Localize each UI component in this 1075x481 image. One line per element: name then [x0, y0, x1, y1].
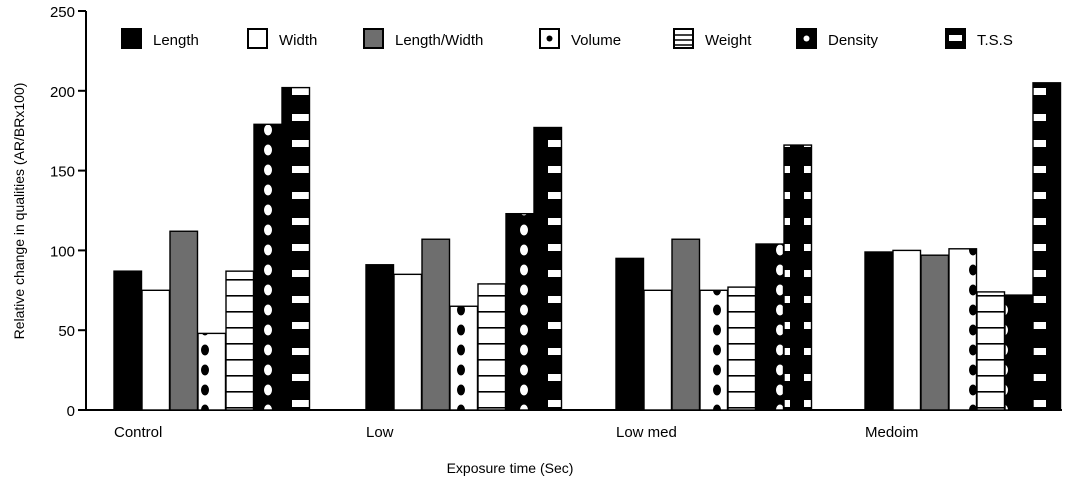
bar-length-width-medoim: [920, 254, 950, 411]
bar-weight-medoim: [976, 291, 1006, 411]
bar-volume-control: [197, 332, 227, 411]
bar-weight-low-med: [727, 286, 757, 411]
legend-label-density: Density: [828, 32, 879, 49]
legend-label-width: Width: [279, 32, 317, 49]
y-tick-label: 0: [67, 403, 75, 420]
legend-swatch-mark: [949, 35, 962, 41]
x-tick-label: Control: [114, 424, 162, 441]
legend-swatch-mark: [803, 35, 810, 42]
bar-weight-control: [225, 270, 255, 411]
bar-width-control: [141, 289, 171, 411]
bar-weight-low: [477, 283, 507, 411]
legend-label-length: Length: [153, 32, 199, 49]
legend-swatch-width: [247, 28, 268, 49]
bar-t-s-s-medoim: [1032, 82, 1062, 411]
legend-label-t-s-s: T.S.S: [977, 32, 1013, 49]
y-axis-title: Relative change in qualities (AR/BRx100): [11, 83, 27, 340]
bar-length-low-med: [615, 257, 645, 411]
bar-density-medoim: [1004, 294, 1034, 411]
bar-volume-low-med: [699, 289, 729, 411]
y-tick-label: 50: [58, 323, 75, 340]
y-tick-label: 200: [50, 84, 75, 101]
bar-density-low: [505, 212, 535, 411]
bar-t-s-s-control: [281, 86, 311, 411]
y-tick-label: 100: [50, 243, 75, 260]
bar-length-width-low-med: [671, 238, 701, 411]
y-tick-label: 250: [50, 4, 75, 21]
legend-label-length-width: Length/Width: [395, 32, 483, 49]
legend-swatch-weight: [673, 28, 694, 49]
bar-t-s-s-low-med: [783, 144, 813, 411]
chart-bars: [113, 82, 1062, 411]
x-tick-label: Low med: [616, 424, 677, 441]
bar-length-width-control: [169, 230, 199, 411]
bar-width-low-med: [643, 289, 673, 411]
legend-label-volume: Volume: [571, 32, 621, 49]
x-axis-title: Exposure time (Sec): [447, 460, 574, 476]
bar-width-medoim: [892, 249, 922, 411]
bar-length-medoim: [864, 251, 894, 411]
bar-length-control: [113, 270, 143, 411]
bar-t-s-s-low: [533, 126, 563, 411]
legend-swatch-length: [121, 28, 142, 49]
legend-label-weight: Weight: [705, 32, 752, 49]
legend-swatch-mark: [546, 35, 553, 42]
bar-density-control: [253, 123, 283, 411]
legend-swatch-length-width: [363, 28, 384, 49]
bar-length-width-low: [421, 238, 451, 411]
chart-legend: Length Width Length/Width Volume Weight Densi…: [121, 28, 1013, 49]
bar-volume-low: [449, 305, 479, 411]
x-tick-label: Medoim: [865, 424, 918, 441]
bar-length-low: [365, 264, 395, 411]
bar-width-low: [393, 273, 423, 411]
y-tick-label: 150: [50, 164, 75, 181]
bar-density-low-med: [755, 243, 785, 411]
x-tick-label: Low: [366, 424, 394, 441]
bar-volume-medoim: [948, 248, 978, 411]
